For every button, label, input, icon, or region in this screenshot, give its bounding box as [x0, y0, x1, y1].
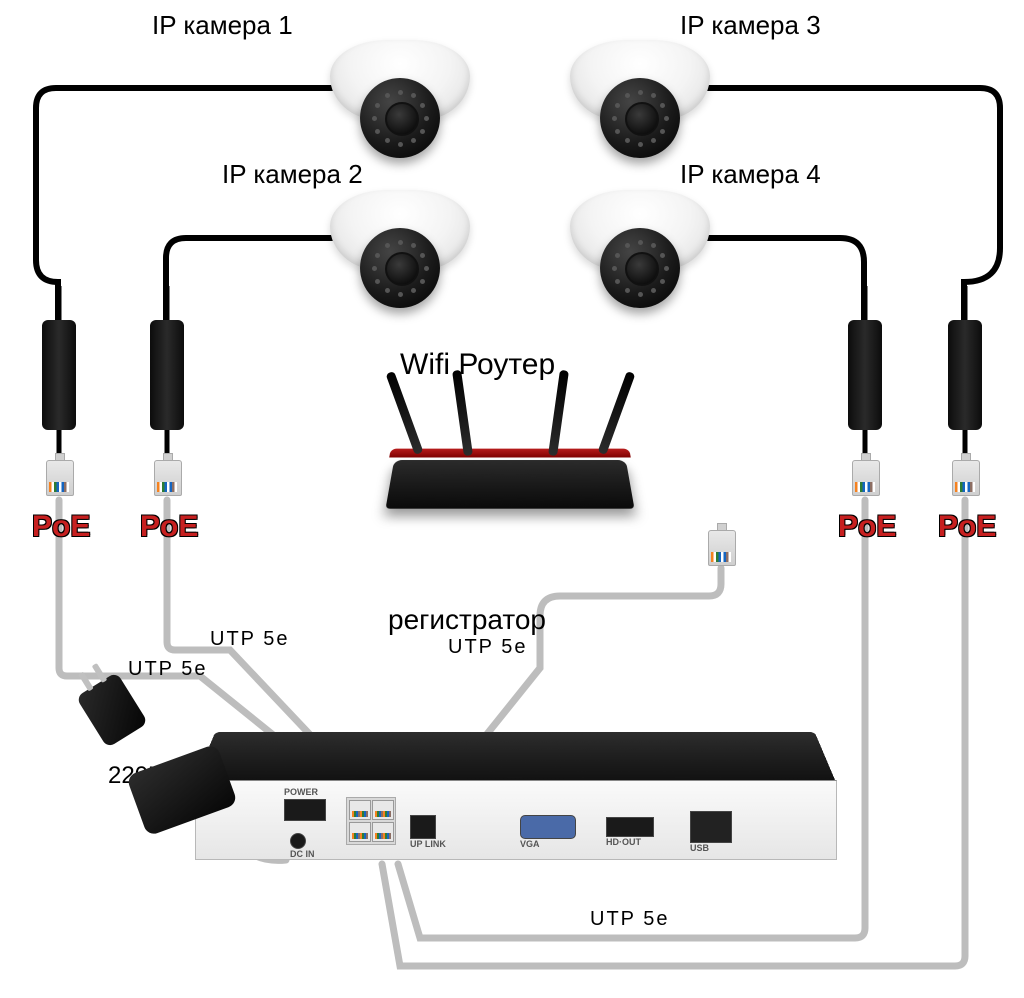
mains-plug-icon	[76, 672, 149, 748]
utp-label-3: UTP 5е	[448, 636, 527, 659]
poe-label-1: PoE	[32, 510, 90, 544]
dc-in-port	[290, 833, 306, 849]
wifi-router-label: Wifi Роутер	[400, 348, 555, 382]
camera-1-label: IP камера 1	[152, 10, 293, 41]
router-antenna-icon	[548, 370, 569, 456]
poe-label-2: PoE	[140, 510, 198, 544]
recorder-label: регистратор	[388, 604, 546, 636]
rj45-connector-4	[952, 460, 978, 500]
poe-label-4: PoE	[938, 510, 996, 544]
poe-injector-4	[948, 320, 982, 430]
power-switch-icon	[284, 799, 326, 821]
power-label: POWER	[284, 787, 318, 797]
rj45-connector-router	[708, 530, 734, 570]
poe-injector-3	[848, 320, 882, 430]
uplink-port	[410, 815, 436, 839]
hdmi-label: HD·OUT	[606, 837, 641, 847]
power-brick-icon	[126, 744, 238, 837]
poe-injector-2	[150, 320, 184, 430]
vga-port	[520, 815, 576, 839]
wifi-router	[370, 386, 650, 516]
uplink-label: UP LINK	[410, 839, 446, 849]
router-antenna-icon	[598, 371, 636, 455]
rj45-connector-1	[46, 460, 72, 500]
usb-ports	[690, 811, 732, 843]
usb-label: USB	[690, 843, 709, 853]
power-adapter	[88, 680, 238, 860]
router-antenna-icon	[386, 371, 424, 455]
camera-4-label: IP камера 4	[680, 159, 821, 190]
ip-camera-1	[330, 40, 470, 150]
poe-label-3: PoE	[838, 510, 896, 544]
ip-camera-4	[570, 190, 710, 300]
utp-label-1: UTP 5е	[210, 628, 289, 651]
rj45-connector-3	[852, 460, 878, 500]
router-antenna-icon	[452, 370, 473, 456]
rj45-connector-2	[154, 460, 180, 500]
nvr-rear-panel: POWER DC IN UP LINK VGA HD·OUT USB	[195, 780, 837, 860]
dc-in-label: DC IN	[290, 849, 315, 859]
utp-label-2: UTP 5е	[128, 658, 207, 681]
nvr-recorder: POWER DC IN UP LINK VGA HD·OUT USB	[195, 700, 835, 890]
poe-injector-1	[42, 320, 76, 430]
ip-camera-3	[570, 40, 710, 150]
vga-label: VGA	[520, 839, 540, 849]
ip-camera-2	[330, 190, 470, 300]
camera-2-label: IP камера 2	[222, 159, 363, 190]
hdmi-port	[606, 817, 654, 837]
camera-3-label: IP камера 3	[680, 10, 821, 41]
utp-label-4: UTP 5е	[590, 908, 669, 931]
poe-rj45-block	[346, 797, 396, 845]
